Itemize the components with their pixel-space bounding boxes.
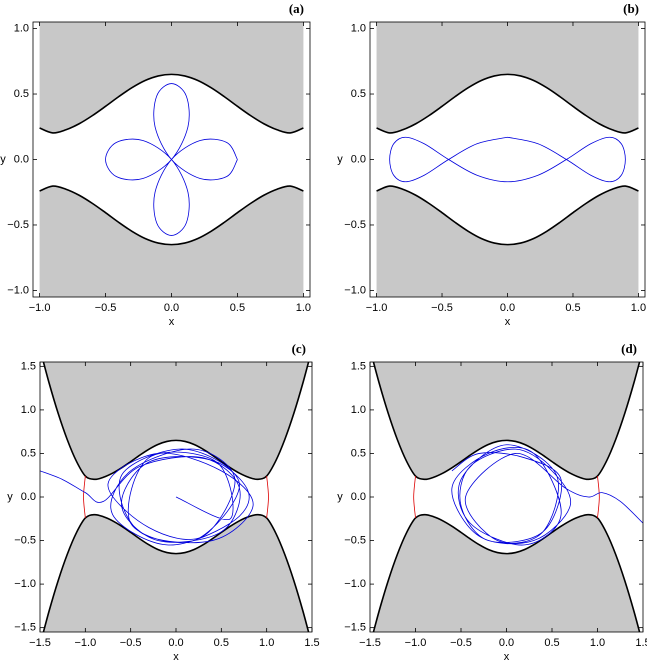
x-tick-label: 0.0: [500, 302, 515, 314]
y-tick-label: 0.5: [351, 447, 366, 459]
y-tick-label: 0.0: [351, 153, 366, 165]
y-tick-label: 1.0: [351, 22, 366, 34]
y-axis-label: y: [0, 153, 6, 165]
x-tick-label: 1.0: [259, 637, 274, 649]
trajectory: [597, 476, 600, 518]
y-axis-label: y: [7, 491, 13, 503]
wall-fill: [370, 514, 643, 632]
plot-area: [39, 22, 304, 297]
y-tick-label: −1.5: [14, 622, 36, 634]
panel-label: (b): [623, 1, 639, 16]
plot-area: [40, 362, 312, 632]
plot-area: [376, 22, 639, 297]
x-tick-label: 1.0: [631, 302, 646, 314]
x-tick-label: 0.0: [168, 637, 183, 649]
y-tick-label: 0.5: [21, 447, 36, 459]
y-axis-label: y: [337, 491, 343, 503]
x-axis-label: x: [173, 651, 179, 663]
x-tick-label: −1.0: [74, 637, 96, 649]
x-axis-label: x: [504, 651, 510, 663]
x-tick-label: −0.5: [120, 637, 142, 649]
y-tick-label: 1.0: [351, 404, 366, 416]
y-tick-label: 0.0: [14, 153, 29, 165]
y-axis-label: y: [337, 153, 343, 165]
y-tick-label: −1.0: [344, 284, 366, 296]
x-tick-label: 0.5: [214, 637, 229, 649]
wall-boundary: [42, 513, 310, 632]
x-tick-label: 1.0: [590, 637, 605, 649]
panel: −1.0 −0.5 0.0 0.5 1.0 −1.0 −0.5 0.0 0.5 1.0 x y (a): [0, 1, 311, 328]
wall-fill: [376, 22, 639, 133]
trajectory: [389, 136, 626, 183]
x-tick-label: 0.0: [499, 637, 514, 649]
trajectory: [83, 476, 86, 518]
panel-label: (d): [621, 341, 637, 356]
y-tick-label: 1.5: [351, 360, 366, 372]
x-tick-label: 1.0: [296, 302, 311, 314]
y-tick-label: 0.0: [21, 491, 36, 503]
panel: −1.5 −1.0 −0.5 0.0 0.5 1.0 1.5 −1.5 −1.0 −0.5 0.0 0…: [337, 341, 647, 663]
y-tick-label: 0.5: [14, 88, 29, 100]
x-tick-label: 0.5: [565, 302, 580, 314]
y-tick-label: 1.5: [21, 360, 36, 372]
wall-fill: [376, 186, 639, 297]
y-tick-label: −0.5: [7, 219, 29, 231]
plot-area: [370, 362, 643, 632]
y-tick-label: 0.5: [351, 88, 366, 100]
y-tick-label: −1.5: [344, 622, 366, 634]
x-axis-label: x: [169, 316, 175, 328]
x-tick-label: −0.5: [450, 637, 472, 649]
y-tick-label: −1.0: [7, 284, 29, 296]
y-tick-label: −1.0: [344, 578, 366, 590]
x-tick-label: −1.0: [366, 302, 388, 314]
trajectory: [413, 476, 416, 518]
x-tick-label: −1.0: [405, 637, 427, 649]
wall-boundary: [39, 73, 304, 134]
x-tick-label: 0.0: [164, 302, 179, 314]
wall-boundary: [376, 73, 639, 134]
x-tick-label: 1.5: [635, 637, 647, 649]
panel: −1.5 −1.0 −0.5 0.0 0.5 1.0 1.5 −1.5 −1.0 −0.5 0.0 0…: [7, 341, 319, 663]
x-tick-label: −0.5: [95, 302, 117, 314]
trajectory: [266, 476, 269, 518]
wall-boundary: [376, 185, 639, 246]
y-tick-label: 1.0: [21, 404, 36, 416]
y-tick-label: −1.0: [14, 578, 36, 590]
x-tick-label: −1.0: [29, 302, 51, 314]
x-tick-label: 0.5: [544, 637, 559, 649]
y-tick-label: −0.5: [344, 219, 366, 231]
wall-boundary: [39, 185, 304, 246]
y-tick-label: −0.5: [344, 534, 366, 546]
x-tick-label: −0.5: [431, 302, 453, 314]
panel-label: (c): [292, 341, 306, 356]
y-tick-label: 0.0: [351, 491, 366, 503]
y-tick-label: −0.5: [14, 534, 36, 546]
x-tick-label: −1.5: [359, 637, 381, 649]
wall-boundary: [372, 513, 641, 632]
wall-boundary: [372, 362, 641, 481]
panel-label: (a): [289, 1, 304, 16]
x-axis-label: x: [505, 316, 511, 328]
x-tick-label: 1.5: [304, 637, 319, 649]
x-tick-label: 0.5: [230, 302, 245, 314]
wall-fill: [39, 186, 304, 297]
wall-fill: [40, 362, 312, 480]
trajectory: [40, 448, 254, 546]
wall-fill: [40, 514, 312, 632]
wall-fill: [39, 22, 304, 133]
trajectory: [105, 83, 238, 236]
panel: −1.0 −0.5 0.0 0.5 1.0 −1.0 −0.5 0.0 0.5 1.0 x y (b): [337, 1, 646, 328]
x-tick-label: −1.5: [29, 637, 51, 649]
trajectory: [451, 444, 643, 546]
wall-boundary: [42, 362, 310, 481]
wall-fill: [370, 362, 643, 480]
y-tick-label: 1.0: [14, 22, 29, 34]
